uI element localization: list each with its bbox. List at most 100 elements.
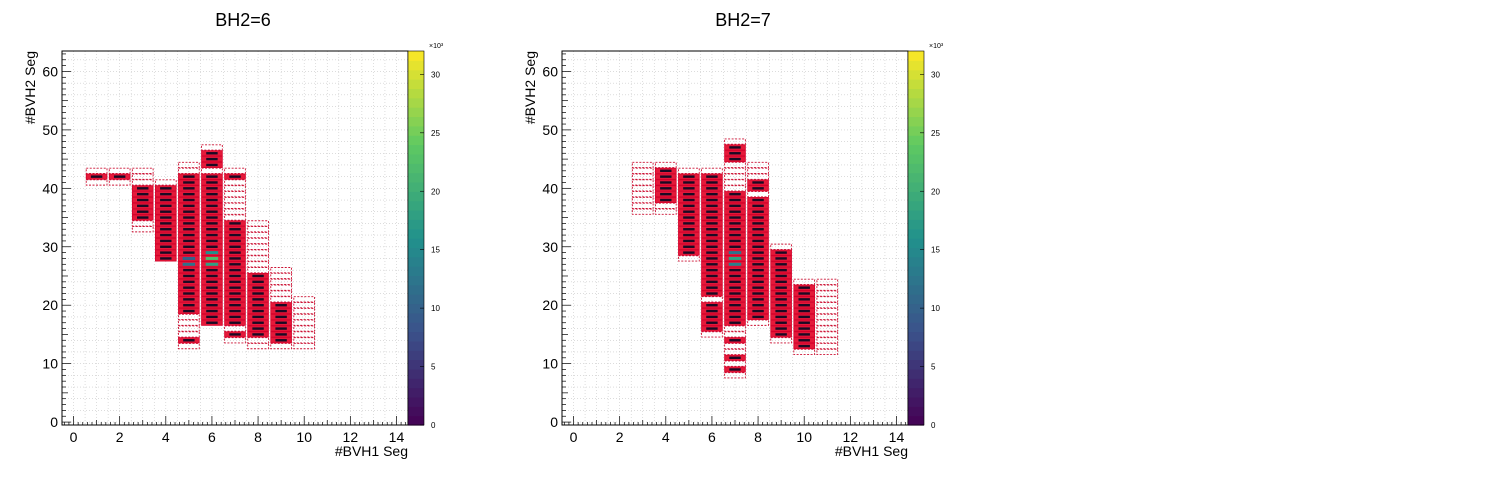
histogram-cell-content-bar xyxy=(206,175,218,178)
color-bar-tick-label: 10 xyxy=(431,304,440,313)
histogram-panel-bh2-6: 0 2 4 6 8 10 12 14 0 10 20 30 40 50 60 BH2=6 #BVH1 Seg #B… xyxy=(0,0,500,475)
hot-cell-marker xyxy=(728,262,742,266)
histogram-cell-content-bar xyxy=(706,304,718,307)
histogram-cell-content-bar xyxy=(706,216,718,219)
histogram-cell-outline xyxy=(816,331,839,338)
histogram-cell-content-bar xyxy=(729,304,741,307)
histogram-cell-outline xyxy=(85,179,108,186)
histogram-cell-content-bar xyxy=(706,228,718,231)
x-tick-label: 4 xyxy=(662,429,670,445)
color-bar-segment xyxy=(408,144,424,155)
histogram-cell-outline xyxy=(85,167,108,174)
histogram-cell-content-bar xyxy=(706,286,718,289)
histogram-cell-content-bar xyxy=(206,187,218,190)
color-bar-segment xyxy=(908,331,924,342)
histogram-cell-outline xyxy=(224,179,246,186)
color-bar-tick-label: 25 xyxy=(931,129,940,138)
y-tick-label: 0 xyxy=(550,414,558,430)
histogram-cell-content-bar xyxy=(183,187,195,190)
chart-title: BH2=7 xyxy=(715,10,771,30)
histogram-cell-outline xyxy=(293,337,316,344)
histogram-cell-content-bar xyxy=(729,228,741,231)
histogram-cell-content-bar xyxy=(229,251,241,254)
color-bar-segment xyxy=(908,238,924,248)
histogram-cell-content-bar xyxy=(729,292,741,295)
color-bar-segment xyxy=(908,415,924,426)
color-bar-segment xyxy=(908,247,924,258)
histogram-cell-content-bar xyxy=(729,222,741,225)
color-bar-tick-label: 15 xyxy=(431,246,440,255)
histogram-cell-content-bar xyxy=(729,216,741,219)
histogram-cell-content-bar xyxy=(752,268,764,272)
histogram-cell-content-bar xyxy=(206,321,218,324)
color-bar-segment xyxy=(908,60,924,71)
histogram-cell-content-bar xyxy=(183,245,195,248)
histogram-cell-content-bar xyxy=(183,181,195,184)
hot-cell-marker xyxy=(182,262,196,266)
histogram-cell-outline xyxy=(247,261,269,268)
histogram-cell-outline xyxy=(631,185,654,192)
histogram-cell-content-bar xyxy=(752,304,764,307)
histogram-cell-content-bar xyxy=(137,216,149,219)
histogram-cell-content-bar xyxy=(183,286,195,289)
color-bar-segment xyxy=(908,209,924,220)
y-tick-label: 50 xyxy=(42,122,58,138)
histogram-cell-outline xyxy=(747,191,769,198)
histogram-cell-outline xyxy=(816,296,839,303)
y-axis: 0 10 20 30 40 50 60 xyxy=(542,53,571,430)
histogram-cell-content-bar xyxy=(752,309,764,313)
histogram-cell-outline xyxy=(816,284,839,291)
color-bar-tick-label: 20 xyxy=(431,187,440,196)
histogram-cell-content-bar xyxy=(752,233,764,237)
color-bar-segment xyxy=(908,312,924,323)
histogram-cell-content-bar xyxy=(252,286,264,289)
color-bar-segment xyxy=(908,191,924,202)
hot-cell-marker xyxy=(205,256,219,260)
histogram-cell-content-bar xyxy=(706,245,718,248)
histogram-cell-content-bar xyxy=(160,251,172,254)
color-bar-segment xyxy=(908,322,924,333)
histogram-cell-content-bar xyxy=(706,175,718,178)
histogram-cell-outline xyxy=(724,360,746,367)
color-bar-segment xyxy=(408,303,424,314)
color-bar-tick-label: 30 xyxy=(931,70,940,79)
histogram-cell-content-bar xyxy=(798,327,810,330)
color-bar-segment xyxy=(408,125,424,136)
histogram-cell-outline xyxy=(131,173,154,180)
histogram-cell-outline xyxy=(131,167,154,174)
histogram-cell-content-bar xyxy=(729,192,741,196)
color-bar-segment xyxy=(408,153,424,164)
x-tick-label: 12 xyxy=(843,429,859,445)
histogram-cell-outline xyxy=(224,325,246,332)
histogram-cell-content-bar xyxy=(729,274,741,278)
histogram-cell-content-bar xyxy=(775,309,787,313)
color-bar-segment xyxy=(908,144,924,155)
histogram-cell-content-bar xyxy=(752,216,764,219)
histogram-cell-content-bar xyxy=(706,210,718,213)
histogram-cell-content-bar xyxy=(752,315,764,319)
histogram-cell-content-bar xyxy=(229,274,241,278)
hot-cell-marker xyxy=(728,251,742,255)
histogram-cell-content-bar xyxy=(252,309,264,313)
color-bar-segment xyxy=(408,275,424,286)
y-tick-label: 50 xyxy=(542,122,558,138)
histogram-cell-outline xyxy=(293,296,316,303)
histogram-cell-content-bar xyxy=(798,309,810,313)
histogram-cells xyxy=(85,144,316,350)
histogram-cell-content-bar xyxy=(752,239,764,243)
color-bar-segment xyxy=(408,322,424,333)
x-axis: 0 2 4 6 8 10 12 14 xyxy=(563,416,907,445)
histogram-cell-content-bar xyxy=(752,251,764,254)
histogram-cell-content-bar xyxy=(229,315,241,319)
histogram-cell-outline xyxy=(178,313,200,320)
histogram-cell-content-bar xyxy=(275,309,287,313)
histogram-cell-content-bar xyxy=(706,257,718,260)
histogram-cell-content-bar xyxy=(660,181,672,184)
histogram-cell-outline xyxy=(293,307,316,315)
histogram-cell-outline xyxy=(247,226,269,233)
histogram-cell-outline xyxy=(724,161,746,169)
color-bar-frame xyxy=(407,50,425,426)
histogram-cell-outline xyxy=(247,255,269,262)
histogram-cell-content-bar xyxy=(752,228,764,231)
histogram-cell-outline xyxy=(270,343,292,350)
